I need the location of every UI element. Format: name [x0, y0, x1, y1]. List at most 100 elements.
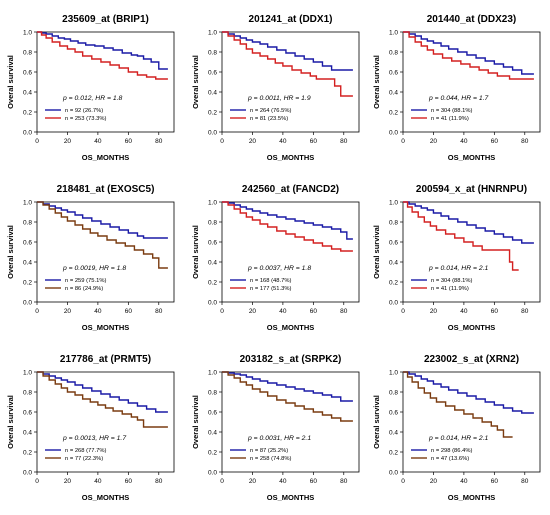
- survival-panel: 203182_s_at (SRPK2) 0.0 0.2 0.4 0.6 0.8 1.0 0 20…: [191, 354, 360, 502]
- x-tick-label: 0: [35, 308, 39, 315]
- legend-entry: n = 92 (26.7%): [65, 108, 103, 114]
- y-tick-label: 0.8: [389, 50, 398, 57]
- x-axis-label: OS_MONTHS: [448, 323, 496, 332]
- legend-entry: n = 177 (51.3%): [250, 286, 291, 292]
- y-axis-label: Overal survival: [191, 55, 200, 109]
- x-tick-label: 80: [521, 138, 529, 145]
- survival-panel: 217786_at (PRMT5) 0.0 0.2 0.4 0.6 0.8 1.0 0 20 40…: [6, 354, 175, 502]
- legend-entry: n = 47 (13.6%): [431, 456, 469, 462]
- survival-panel: 201241_at (DDX1) 0.0 0.2 0.4 0.6 0.8 1.0 0 20 40 6…: [191, 14, 360, 162]
- x-tick-label: 60: [310, 138, 318, 145]
- legend-entry: n = 41 (11.9%): [431, 286, 469, 292]
- p-value-annotation: p = 0.0011, HR = 1.9: [247, 95, 311, 102]
- x-tick-label: 80: [521, 308, 529, 315]
- y-tick-label: 1.0: [23, 200, 32, 207]
- y-tick-label: 0.0: [389, 300, 398, 307]
- panel-title: 201241_at (DDX1): [249, 14, 333, 25]
- y-tick-label: 0.2: [23, 450, 32, 457]
- x-tick-label: 40: [460, 138, 468, 145]
- y-tick-label: 0.6: [23, 70, 32, 77]
- x-tick-label: 20: [430, 478, 438, 485]
- x-tick-label: 0: [220, 138, 224, 145]
- x-tick-label: 20: [249, 138, 257, 145]
- y-tick-label: 0.4: [208, 90, 217, 97]
- x-tick-label: 80: [155, 478, 163, 485]
- survival-curve: [403, 201, 534, 244]
- x-tick-label: 60: [125, 308, 133, 315]
- y-axis-label: Overal survival: [191, 225, 200, 279]
- survival-curve: [403, 31, 534, 80]
- panel-title: 203182_s_at (SRPK2): [240, 354, 342, 365]
- x-tick-label: 20: [249, 308, 257, 315]
- survival-curve: [403, 371, 534, 414]
- survival-curve: [222, 31, 353, 97]
- x-axis-label: OS_MONTHS: [267, 323, 315, 332]
- y-tick-label: 0.0: [389, 470, 398, 477]
- x-tick-label: 40: [279, 478, 287, 485]
- x-axis-label: OS_MONTHS: [448, 153, 496, 162]
- p-value-annotation: p = 0.0031, HR = 2.1: [247, 435, 311, 442]
- x-tick-label: 20: [64, 308, 72, 315]
- survival-curve: [37, 371, 168, 428]
- y-tick-label: 0.4: [208, 260, 217, 267]
- legend-entry: n = 298 (86.4%): [431, 448, 472, 454]
- panel-title: 201440_at (DDX23): [427, 14, 517, 25]
- y-tick-label: 0.6: [208, 240, 217, 247]
- survival-panel: 235609_at (BRIP1) 0.0 0.2 0.4 0.6 0.8 1.0 0 20 40…: [6, 14, 175, 162]
- y-tick-label: 1.0: [389, 200, 398, 207]
- x-tick-label: 40: [94, 478, 102, 485]
- legend-entry: n = 304 (88.1%): [431, 278, 472, 284]
- x-tick-label: 80: [340, 478, 348, 485]
- x-tick-label: 40: [94, 308, 102, 315]
- y-tick-label: 0.0: [208, 130, 217, 137]
- y-tick-label: 0.6: [389, 410, 398, 417]
- y-tick-label: 1.0: [208, 200, 217, 207]
- x-tick-label: 80: [521, 478, 529, 485]
- x-tick-label: 20: [249, 478, 257, 485]
- plot-frame: [402, 201, 541, 303]
- x-tick-label: 0: [35, 478, 39, 485]
- p-value-annotation: p = 0.0037, HR = 1.8: [247, 265, 311, 272]
- survival-curve: [37, 371, 168, 413]
- y-tick-label: 0.8: [23, 220, 32, 227]
- survival-curve: [222, 31, 353, 71]
- survival-curve: [37, 201, 168, 239]
- y-tick-label: 0.8: [208, 50, 217, 57]
- y-tick-label: 0.8: [389, 220, 398, 227]
- panel-title: 200594_x_at (HNRNPU): [416, 184, 527, 195]
- survival-curve: [403, 371, 513, 438]
- y-tick-label: 0.0: [23, 130, 32, 137]
- p-value-annotation: p = 0.044, HR = 1.7: [428, 95, 489, 102]
- x-tick-label: 60: [125, 138, 133, 145]
- y-tick-label: 1.0: [208, 370, 217, 377]
- y-axis-label: Overal survival: [6, 225, 15, 279]
- panel-title: 223002_s_at (XRN2): [424, 354, 519, 365]
- x-tick-label: 20: [64, 138, 72, 145]
- x-tick-label: 80: [340, 308, 348, 315]
- x-axis-label: OS_MONTHS: [82, 153, 130, 162]
- y-tick-label: 0.0: [23, 300, 32, 307]
- survival-curve: [222, 201, 353, 252]
- x-tick-label: 60: [310, 308, 318, 315]
- x-axis-label: OS_MONTHS: [267, 153, 315, 162]
- x-tick-label: 80: [155, 308, 163, 315]
- y-tick-label: 1.0: [389, 370, 398, 377]
- survival-panel: 201440_at (DDX23) 0.0 0.2 0.4 0.6 0.8 1.0 0 20 40…: [372, 14, 541, 162]
- x-tick-label: 20: [430, 308, 438, 315]
- x-axis-label: OS_MONTHS: [448, 493, 496, 502]
- legend-entry: n = 86 (24.9%): [65, 286, 103, 292]
- y-tick-label: 1.0: [23, 30, 32, 37]
- y-tick-label: 0.6: [23, 410, 32, 417]
- y-tick-label: 1.0: [23, 370, 32, 377]
- x-tick-label: 0: [35, 138, 39, 145]
- y-tick-label: 0.6: [23, 240, 32, 247]
- x-tick-label: 0: [401, 138, 405, 145]
- y-tick-label: 0.4: [389, 260, 398, 267]
- legend-entry: n = 168 (48.7%): [250, 278, 291, 284]
- y-tick-label: 0.4: [23, 430, 32, 437]
- legend-entry: n = 264 (76.5%): [250, 108, 291, 114]
- y-tick-label: 0.4: [23, 260, 32, 267]
- y-tick-label: 0.6: [389, 70, 398, 77]
- plot-frame: [36, 201, 175, 303]
